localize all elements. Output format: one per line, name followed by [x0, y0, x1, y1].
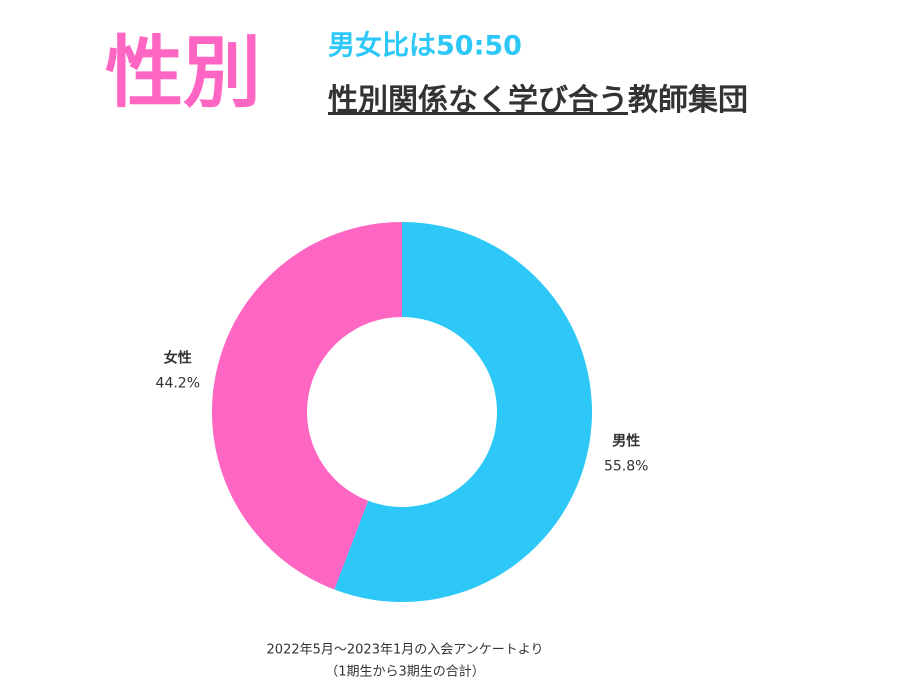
subtitle: 男女比は50:50	[328, 30, 522, 62]
footnote: 2022年5月～2023年1月の入会アンケートより	[267, 643, 544, 658]
slice-label: 男性	[612, 432, 640, 449]
tagline-rest: 教師集団	[628, 83, 748, 118]
tagline: 性別関係なく学び合う教師集団	[328, 83, 748, 118]
slice-label: 女性	[164, 350, 192, 367]
donut-slice	[211, 222, 402, 590]
chart-title: 性別	[105, 28, 261, 118]
donut-slice	[334, 222, 592, 602]
value-label: 44.2%	[156, 376, 200, 392]
value-label: 55.8%	[604, 458, 648, 474]
tagline-underlined: 性別関係なく学び合う	[328, 83, 628, 118]
footnote: （1期生から3期生の合計）	[325, 664, 485, 680]
